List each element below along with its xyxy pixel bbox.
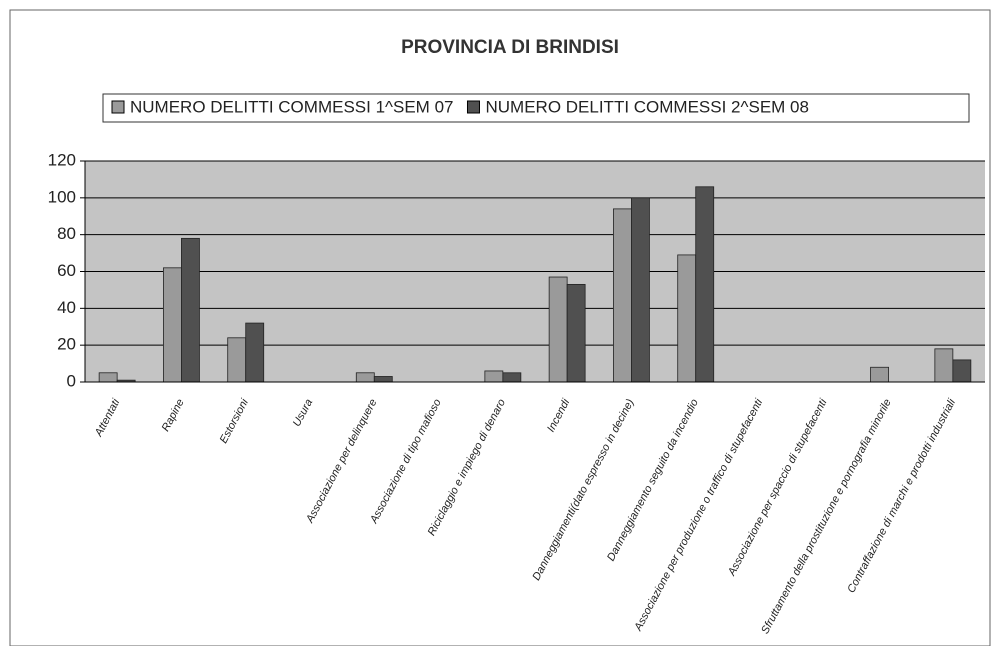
y-tick-label: 60 (57, 261, 76, 280)
y-tick-label: 20 (57, 335, 76, 354)
bar (484, 370, 504, 383)
y-tick-label: 80 (57, 224, 76, 243)
bar (245, 322, 265, 383)
legend-box (102, 93, 970, 123)
y-tick-label: 0 (67, 371, 76, 390)
bar (695, 186, 715, 383)
y-tick-label: 40 (57, 298, 76, 317)
chart-title: PROVINCIA DI BRINDISI (401, 37, 619, 58)
bar (548, 276, 568, 383)
bar (631, 197, 650, 383)
y-tick-label: 100 (48, 187, 76, 206)
bar (566, 283, 586, 383)
bar (98, 372, 118, 383)
bar (373, 376, 393, 383)
bar (502, 372, 522, 383)
legend-swatch (466, 100, 480, 114)
bar (355, 372, 375, 383)
bar (227, 337, 247, 383)
bar (163, 267, 182, 383)
bar (870, 366, 889, 383)
legend-label: NUMERO DELITTI COMMESSI 1^SEM 07 (130, 97, 453, 116)
bar (613, 208, 632, 383)
bar (952, 359, 972, 383)
bar (181, 237, 200, 383)
bar (934, 348, 954, 383)
bar (677, 254, 697, 383)
legend-swatch (111, 100, 125, 114)
y-tick-label: 120 (48, 150, 76, 169)
legend-label: NUMERO DELITTI COMMESSI 2^SEM 08 (485, 97, 808, 116)
